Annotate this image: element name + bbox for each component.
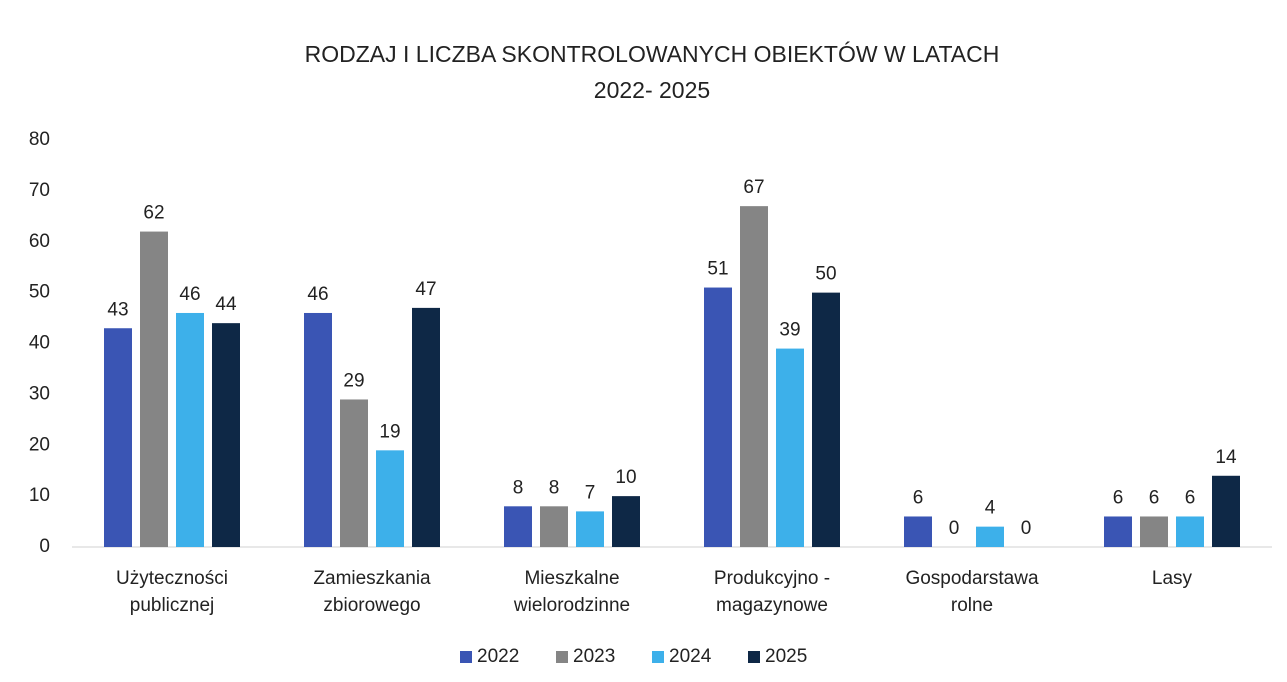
- data-label: 51: [707, 259, 728, 280]
- y-tick-label: 40: [29, 333, 50, 354]
- chart-title: 2022- 2025: [594, 77, 710, 103]
- bar: [104, 328, 132, 547]
- bar: [740, 206, 768, 547]
- y-tick-label: 60: [29, 231, 50, 252]
- bar: [1104, 516, 1132, 547]
- data-label: 4: [985, 498, 996, 519]
- x-tick-label: publicznej: [130, 595, 215, 616]
- y-tick-label: 20: [29, 434, 50, 455]
- data-label: 50: [815, 264, 836, 285]
- legend-swatch: [556, 651, 568, 663]
- data-label: 46: [179, 284, 200, 305]
- legend-label: 2024: [669, 646, 712, 667]
- legend-swatch: [748, 651, 760, 663]
- bar: [504, 506, 532, 547]
- chart-title: RODZAJ I LICZBA SKONTROLOWANYCH OBIEKTÓW…: [305, 41, 1000, 67]
- bar: [140, 231, 168, 547]
- bar: [976, 526, 1004, 547]
- data-label: 44: [215, 294, 237, 315]
- bar: [812, 292, 840, 547]
- x-tick-label: Użyteczności: [116, 568, 228, 589]
- data-label: 43: [107, 299, 128, 320]
- bar: [212, 323, 240, 547]
- data-label: 29: [343, 370, 364, 391]
- y-tick-label: 10: [29, 485, 50, 506]
- bar: [376, 450, 404, 547]
- bar: [176, 312, 204, 547]
- x-tick-label: magazynowe: [716, 595, 828, 616]
- data-label: 6: [913, 487, 924, 508]
- bar: [904, 516, 932, 547]
- x-tick-label: rolne: [951, 595, 993, 616]
- x-tick-label: zbiorowego: [323, 595, 420, 616]
- data-label: 19: [379, 421, 400, 442]
- data-label: 62: [143, 203, 164, 224]
- y-tick-label: 30: [29, 383, 50, 404]
- data-label: 6: [1149, 487, 1160, 508]
- legend-swatch: [652, 651, 664, 663]
- data-label: 0: [949, 518, 960, 539]
- bar: [612, 496, 640, 547]
- y-tick-label: 80: [29, 129, 50, 150]
- legend-label: 2022: [477, 646, 519, 667]
- bar: [1212, 475, 1240, 547]
- y-tick-label: 0: [39, 536, 50, 557]
- bar: [704, 287, 732, 547]
- bar: [412, 307, 440, 547]
- bar: [776, 348, 804, 547]
- x-tick-label: wielorodzinne: [513, 595, 630, 616]
- bar: [340, 399, 368, 547]
- x-tick-label: Zamieszkania: [313, 568, 431, 589]
- bar: [1140, 516, 1168, 547]
- legend-label: 2025: [765, 646, 807, 667]
- data-label: 6: [1113, 487, 1124, 508]
- data-label: 47: [415, 279, 436, 300]
- data-label: 14: [1215, 447, 1237, 468]
- bar: [304, 312, 332, 547]
- y-tick-label: 70: [29, 180, 50, 201]
- data-label: 10: [615, 467, 636, 488]
- data-label: 7: [585, 482, 596, 503]
- data-label: 8: [549, 477, 560, 498]
- x-tick-label: Produkcyjno -: [714, 568, 830, 589]
- x-tick-label: Mieszkalne: [524, 568, 619, 589]
- data-label: 67: [743, 177, 764, 198]
- x-tick-label: Lasy: [1152, 568, 1193, 589]
- legend-label: 2023: [573, 646, 615, 667]
- bar: [540, 506, 568, 547]
- data-label: 8: [513, 477, 524, 498]
- bar: [1176, 516, 1204, 547]
- y-tick-label: 50: [29, 282, 50, 303]
- data-label: 6: [1185, 487, 1196, 508]
- legend-swatch: [460, 651, 472, 663]
- data-label: 0: [1021, 518, 1032, 539]
- data-label: 46: [307, 284, 328, 305]
- x-tick-label: Gospodarstawa: [905, 568, 1039, 589]
- bar: [576, 511, 604, 547]
- data-label: 39: [779, 320, 800, 341]
